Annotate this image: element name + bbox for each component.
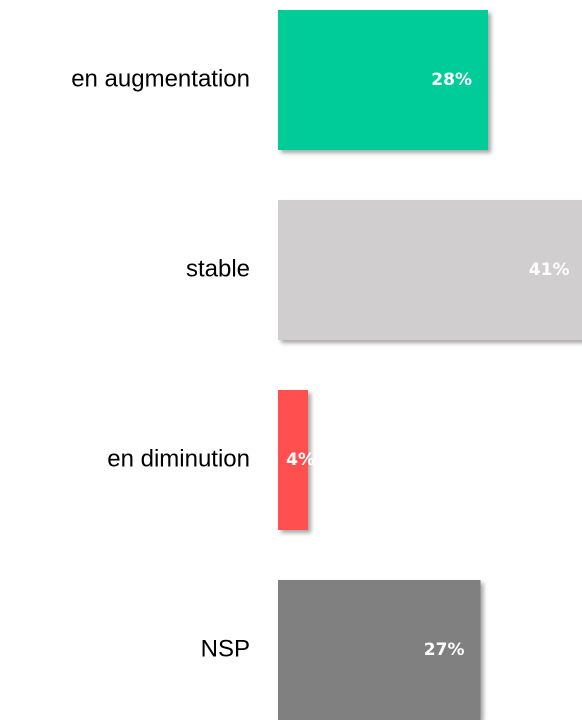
value-label: 41% <box>529 260 570 280</box>
category-label: stable <box>186 255 250 282</box>
value-label: 4% <box>286 450 315 470</box>
bar <box>278 390 308 530</box>
category-label: en augmentation <box>71 65 250 92</box>
category-label: NSP <box>201 635 250 662</box>
category-label: en diminution <box>107 445 250 472</box>
value-label: 28% <box>431 70 472 90</box>
value-label: 27% <box>424 640 465 660</box>
bar <box>278 200 582 340</box>
bar <box>278 580 481 720</box>
bar <box>278 10 488 150</box>
